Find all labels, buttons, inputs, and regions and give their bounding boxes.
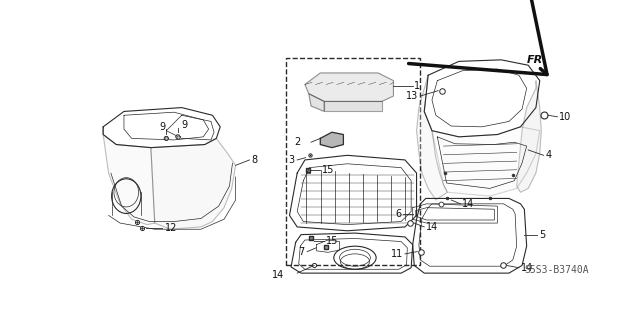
Polygon shape	[151, 138, 236, 229]
Text: 6: 6	[395, 209, 401, 219]
Text: 14: 14	[272, 271, 284, 280]
Text: S5S3-B3740A: S5S3-B3740A	[524, 265, 589, 275]
Text: 13: 13	[406, 91, 418, 101]
Text: 9: 9	[159, 122, 166, 132]
Text: 11: 11	[391, 249, 403, 259]
Text: 14: 14	[520, 263, 532, 273]
Text: 8: 8	[251, 155, 257, 165]
Text: 9: 9	[182, 120, 188, 130]
Text: 3: 3	[289, 155, 295, 165]
Polygon shape	[324, 101, 382, 111]
Text: 1: 1	[414, 81, 420, 91]
Text: 5: 5	[539, 230, 545, 240]
Polygon shape	[308, 94, 324, 111]
Text: 2: 2	[294, 137, 300, 147]
Polygon shape	[103, 127, 155, 225]
Polygon shape	[432, 127, 540, 196]
Text: 10: 10	[559, 112, 572, 122]
Text: 7: 7	[299, 247, 305, 256]
Polygon shape	[305, 73, 394, 101]
Text: FR.: FR.	[527, 55, 547, 65]
Text: 4: 4	[545, 150, 551, 160]
Text: 12: 12	[164, 224, 177, 234]
Polygon shape	[417, 75, 447, 200]
Polygon shape	[320, 132, 344, 148]
Text: 15: 15	[322, 165, 334, 175]
Text: 14: 14	[462, 199, 474, 209]
Text: 14: 14	[426, 222, 438, 232]
Text: 15: 15	[326, 236, 338, 246]
Polygon shape	[516, 81, 541, 192]
